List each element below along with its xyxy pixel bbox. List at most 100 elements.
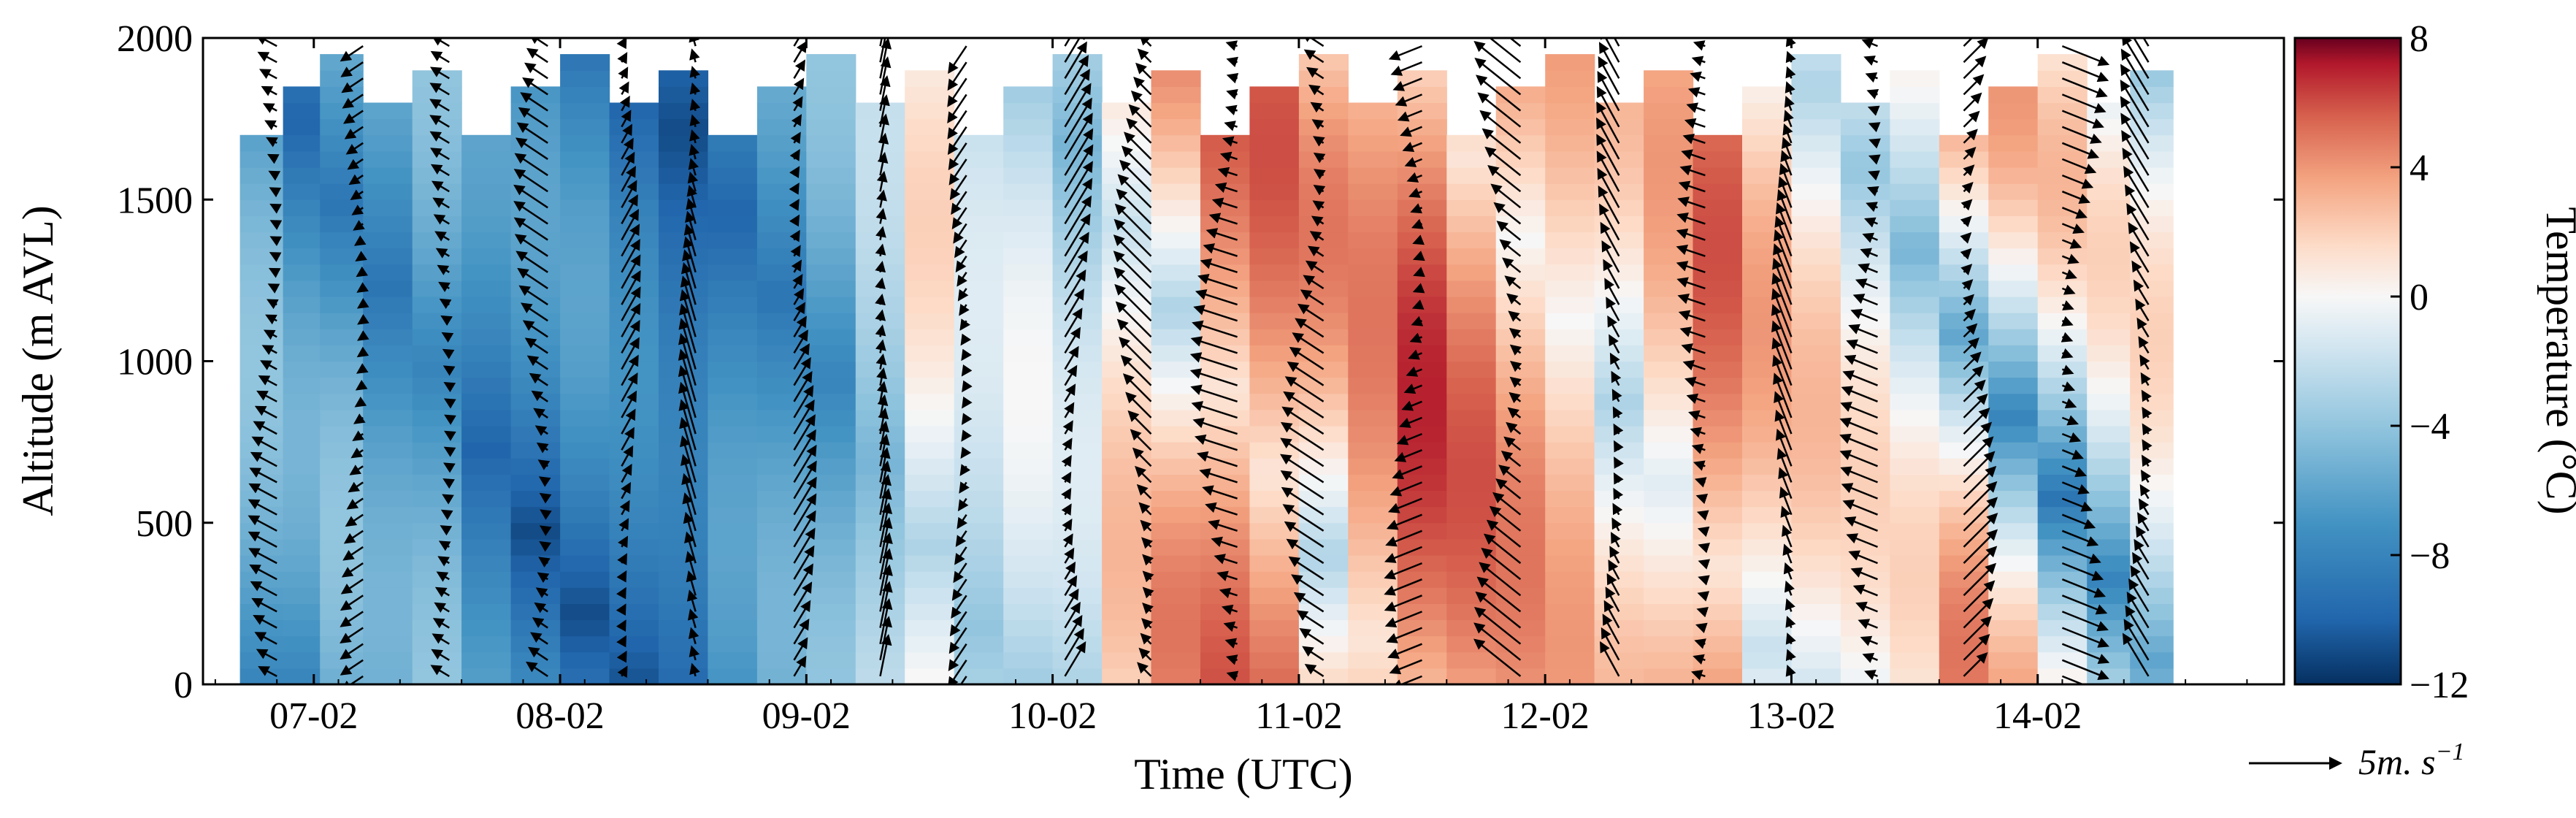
- heat-cell: [954, 619, 1004, 637]
- heat-cell: [756, 474, 807, 492]
- heat-cell: [1151, 506, 1201, 524]
- heat-cell: [1249, 442, 1300, 459]
- wind-vector: [879, 434, 890, 467]
- wind-vector: [1684, 376, 1706, 388]
- heat-cell: [1693, 426, 1743, 443]
- heat-cell: [708, 668, 758, 684]
- wind-vector: [1852, 294, 1878, 306]
- wind-vector: [877, 151, 889, 176]
- wind-vector: [1473, 638, 1522, 677]
- wind-vector: [621, 110, 632, 128]
- wind-vector: [1299, 628, 1325, 645]
- wind-vector: [1609, 352, 1620, 370]
- heat-cell: [1988, 426, 2039, 443]
- wind-vector: [679, 303, 697, 353]
- wind-vector: [1384, 595, 1422, 612]
- heat-cell: [239, 280, 284, 297]
- heat-cell: [1545, 393, 1595, 410]
- heat-cell: [363, 409, 413, 427]
- heat-cell: [659, 555, 709, 572]
- heat-cell: [1249, 150, 1300, 168]
- heat-cell: [1249, 635, 1300, 653]
- heat-cell: [1545, 426, 1595, 443]
- heat-cell: [1890, 571, 1940, 588]
- heat-cell: [1545, 297, 1595, 313]
- wind-vector: [2138, 336, 2150, 354]
- wind-vector: [793, 414, 816, 451]
- wind-vector: [1846, 533, 1878, 548]
- heat-cell: [659, 603, 709, 621]
- wind-vector: [1303, 49, 1325, 64]
- heat-cell: [412, 619, 462, 637]
- heat-cell: [1495, 651, 1546, 669]
- heat-cell: [363, 474, 413, 492]
- heat-cell: [239, 651, 284, 669]
- wind-vector: [876, 367, 887, 386]
- wind-vector: [1411, 299, 1425, 310]
- heat-cell: [954, 668, 1004, 684]
- heat-cell: [363, 458, 413, 475]
- wind-vector: [256, 649, 277, 661]
- heat-cell: [806, 150, 856, 168]
- heat-cell: [1644, 409, 1694, 427]
- heat-cell: [1003, 280, 1054, 297]
- heat-cell: [239, 232, 284, 249]
- wind-vector: [1868, 122, 1881, 133]
- heat-cell: [1151, 86, 1201, 104]
- heat-cell: [1988, 167, 2039, 184]
- heat-cell: [1495, 134, 1546, 152]
- heat-cell: [2087, 426, 2131, 443]
- heat-cell: [1988, 134, 2039, 152]
- wind-vector: [1678, 180, 1706, 193]
- wind-vector: [1479, 562, 1522, 597]
- wind-vector: [1126, 118, 1152, 144]
- wind-vector: [1225, 40, 1238, 51]
- heat-cell: [412, 134, 462, 152]
- heat-cell: [1397, 183, 1447, 200]
- wind-vector: [1280, 454, 1325, 483]
- wind-vector: [1281, 406, 1325, 435]
- wind-vector: [1963, 308, 1976, 322]
- heat-cell: [1545, 619, 1595, 637]
- heat-cell: [283, 603, 321, 621]
- heat-cell: [708, 522, 758, 540]
- heat-cell: [1102, 264, 1152, 281]
- heat-cell: [1348, 409, 1398, 427]
- heat-cell: [560, 409, 610, 427]
- wind-vector: [2061, 611, 2109, 632]
- heat-cell: [1988, 313, 2039, 329]
- wind-vector: [1611, 517, 1622, 532]
- wind-vector: [267, 283, 280, 294]
- wind-vector: [875, 294, 886, 306]
- heat-cell: [1003, 635, 1054, 653]
- heat-cell: [1249, 183, 1300, 200]
- heat-cell: [239, 426, 284, 443]
- heat-cell: [1742, 555, 1793, 572]
- wind-vector: [618, 81, 629, 96]
- heat-cell: [1151, 150, 1201, 168]
- wind-vector: [1855, 601, 1878, 613]
- heat-cell: [708, 199, 758, 216]
- heat-cell: [2087, 474, 2131, 492]
- heat-cell: [1348, 264, 1398, 281]
- heat-cell: [320, 555, 364, 572]
- heat-cell: [806, 70, 856, 87]
- wind-vector: [1596, 150, 1620, 192]
- wind-vector: [617, 553, 628, 566]
- heat-cell: [1742, 538, 1793, 556]
- heat-cell: [1348, 183, 1398, 200]
- wind-vector: [256, 390, 277, 402]
- wind-vector: [1840, 402, 1878, 419]
- wind-vector: [1963, 616, 1992, 645]
- wind-vector: [1604, 278, 1620, 305]
- wind-vector: [2061, 627, 2109, 648]
- wind-vector: [1391, 675, 1422, 684]
- wind-vector: [2120, 80, 2150, 128]
- heat-cell: [2087, 522, 2131, 540]
- heat-cell: [363, 619, 413, 637]
- heat-cell: [1298, 167, 1349, 184]
- heat-cell: [510, 150, 561, 168]
- heat-cell: [1693, 442, 1743, 459]
- heat-cell: [1348, 603, 1398, 621]
- wind-vector: [1384, 562, 1422, 580]
